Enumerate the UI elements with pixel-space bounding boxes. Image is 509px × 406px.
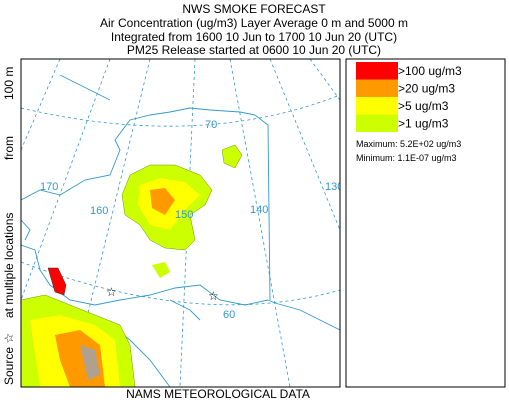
legend-swatch	[356, 62, 398, 80]
smoke-area	[152, 262, 170, 278]
legend-frame	[345, 58, 506, 388]
side-label-part: at multiple locations	[2, 213, 16, 318]
legend-label: >20 ug/m3	[398, 82, 455, 96]
map: ☆ ☆ 170 160 150 140 130 70 60	[21, 59, 343, 387]
footer: NAMS METEOROLOGICAL DATA	[126, 387, 310, 401]
smoke-area	[150, 188, 175, 215]
legend-swatch	[356, 97, 398, 115]
smoke-area	[80, 345, 100, 380]
title: NWS SMOKE FORECAST	[182, 2, 326, 16]
legend-label: >100 ug/m3	[398, 64, 462, 78]
subtitle: PM25 Release started at 0600 10 Jun 20 (…	[127, 43, 381, 57]
subtitle: Integrated from 1600 10 Jun to 1700 10 J…	[111, 30, 397, 44]
grid-label: 160	[90, 205, 108, 217]
side-label-part: 100 m	[2, 67, 16, 100]
grid-label: 60	[223, 309, 235, 321]
legend-swatch	[356, 114, 398, 132]
side-label-part: from	[2, 136, 16, 160]
map-frame	[20, 58, 341, 388]
source-star: ☆	[106, 285, 117, 299]
grid-label: 140	[250, 204, 268, 216]
grid-label: 150	[175, 209, 193, 221]
smoke-area	[221, 144, 243, 169]
legend-label: >1 ug/m3	[398, 117, 449, 131]
legend-label: >5 ug/m3	[398, 99, 449, 113]
grid-label: 70	[205, 119, 217, 131]
subtitle: Air Concentration (ug/m3) Layer Average …	[100, 16, 408, 30]
source-star: ☆	[208, 289, 219, 303]
smoke-area	[47, 267, 67, 296]
side-label: Source ☆ at multiple locations from 100 …	[2, 67, 16, 385]
legend-swatch	[356, 79, 398, 97]
legend-min: Minimum: 1.1E-07 ug/m3	[356, 153, 457, 163]
legend-max: Maximum: 5.2E+02 ug/m3	[356, 139, 461, 149]
side-label-part: Source ☆	[2, 333, 16, 385]
legend: >100 ug/m3 >20 ug/m3 >5 ug/m3 >1 ug/m3	[356, 62, 462, 132]
grid-label: 130	[325, 181, 343, 193]
grid-label: 170	[40, 181, 58, 193]
